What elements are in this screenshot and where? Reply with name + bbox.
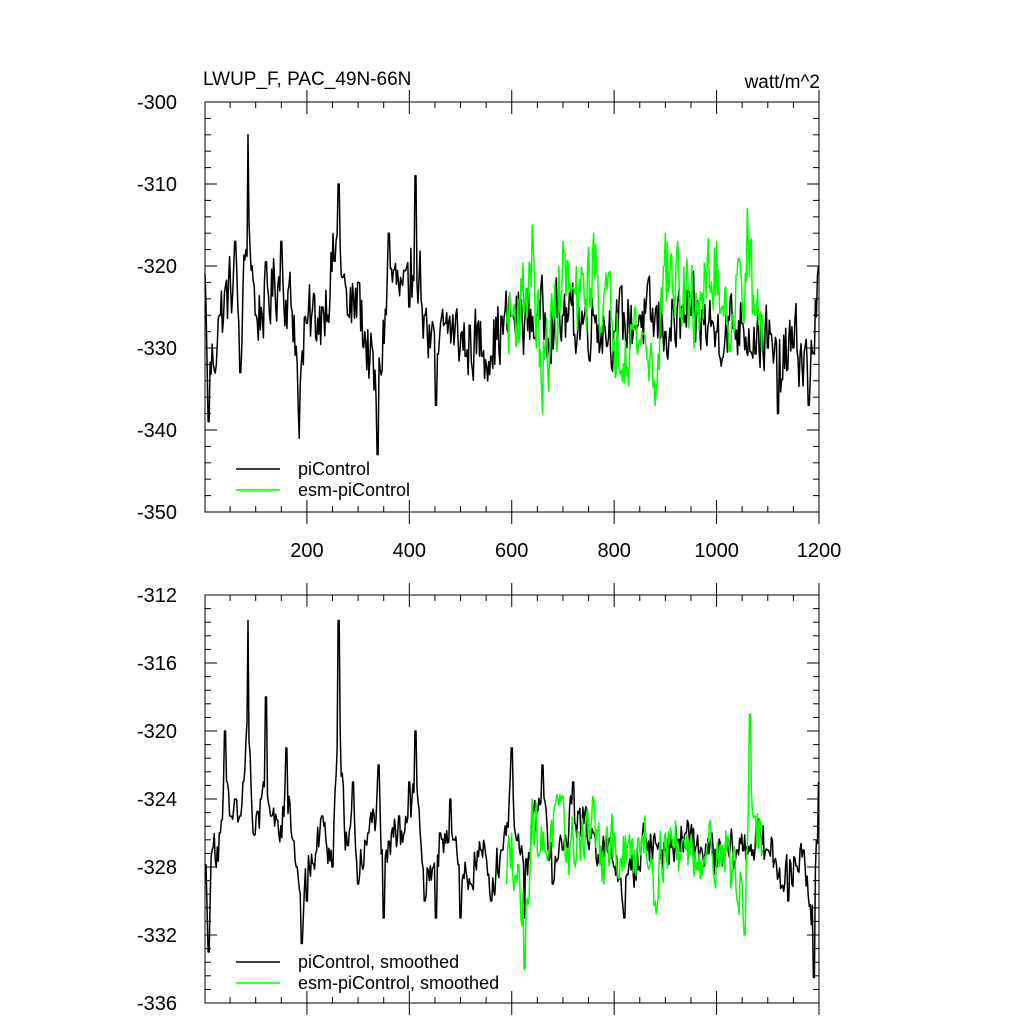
- y-tick-label: -316: [137, 653, 177, 675]
- y-tick-label: -336: [137, 993, 177, 1015]
- series-line-esm-picontrol: [505, 207, 764, 415]
- x-tick-label: 1200: [797, 540, 842, 562]
- legend-label-picontrol-smoothed: piControl, smoothed: [298, 952, 459, 972]
- top-panel-units: watt/m^2: [744, 72, 820, 93]
- bottom-axis-ticks: -312 -316 -320 -324 -328 -332 -336: [137, 583, 820, 1015]
- y-tick-label: -320: [137, 256, 177, 278]
- series-line-picontrol-smoothed: [204, 619, 820, 979]
- legend-label-picontrol: piControl: [298, 459, 370, 479]
- series-line-esm-picontrol-smoothed: [505, 713, 764, 970]
- y-tick-label: -328: [137, 857, 177, 879]
- y-tick-label: -310: [137, 174, 177, 196]
- top-plot-area: [204, 134, 820, 456]
- x-tick-label: 1000: [694, 540, 739, 562]
- y-tick-label: -300: [137, 92, 177, 114]
- legend-label-esm-picontrol: esm-piControl: [298, 480, 410, 500]
- top-legend: piControl esm-piControl: [236, 459, 410, 500]
- top-panel-title: LWUP_F, PAC_49N-66N: [203, 69, 411, 90]
- y-tick-label: -312: [137, 585, 177, 607]
- legend-label-esm-picontrol-smoothed: esm-piControl, smoothed: [298, 973, 499, 993]
- y-tick-label: -324: [137, 789, 177, 811]
- bottom-panel: -312 -316 -320 -324 -328 -332 -336 piControl, …: [137, 583, 820, 1015]
- y-tick-label: -340: [137, 420, 177, 442]
- bottom-plot-area: [204, 619, 820, 979]
- x-tick-label: 600: [495, 540, 528, 562]
- x-tick-label: 800: [597, 540, 630, 562]
- x-tick-label: 200: [290, 540, 323, 562]
- y-tick-label: -332: [137, 925, 177, 947]
- bottom-plot-frame: [204, 594, 820, 1004]
- y-tick-label: -350: [137, 502, 177, 524]
- x-tick-label: 400: [393, 540, 426, 562]
- y-tick-label: -330: [137, 338, 177, 360]
- y-tick-label: -320: [137, 721, 177, 743]
- bottom-legend: piControl, smoothed esm-piControl, smoot…: [236, 952, 499, 993]
- top-panel: LWUP_F, PAC_49N-66N watt/m^2 -300 -310 -32…: [137, 69, 841, 562]
- top-axis-ticks: -300 -310 -320 -330 -340 -350 200 400 600 800 1000…: [137, 90, 841, 562]
